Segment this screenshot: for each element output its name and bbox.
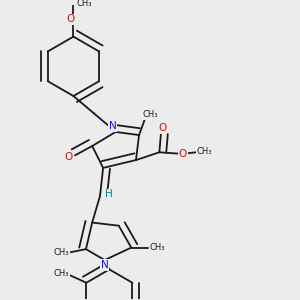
Text: N: N [101,260,109,270]
Text: CH₃: CH₃ [54,269,69,278]
Text: CH₃: CH₃ [197,147,212,156]
Text: N: N [109,121,116,131]
Text: H: H [106,189,113,200]
Text: O: O [158,123,166,133]
Text: O: O [64,152,73,162]
Text: CH₃: CH₃ [54,248,69,257]
Text: O: O [179,149,187,159]
Text: CH₃: CH₃ [149,243,165,252]
Text: O: O [66,14,74,24]
Text: CH₃: CH₃ [142,110,158,119]
Text: CH₃: CH₃ [76,0,92,8]
